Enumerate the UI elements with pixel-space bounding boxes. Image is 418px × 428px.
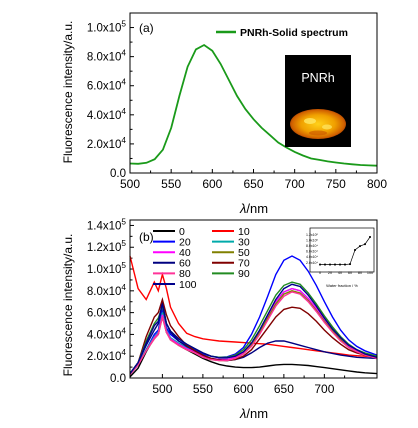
panel-b-y-tick-label: 1.2x105 — [87, 239, 127, 254]
panel-a-y-tick-label: 6.0x104 — [87, 78, 127, 93]
panel-b-ylabel: Fluorescence intensity/a.u. — [61, 234, 75, 377]
panel-a-xlabel-unit: /nm — [246, 201, 268, 216]
panel-b-legend-label: 30 — [238, 236, 250, 248]
panel-a-legend-label: PNRh-Solid spectrum — [240, 27, 348, 39]
inset-y-tick-label: 2.0x10⁴ — [306, 261, 319, 265]
inset-point — [324, 263, 326, 266]
panel-b-series-line-70 — [129, 296, 378, 375]
panel-a: Fluorescence intensity/a.u. 0.0 2.0x104 4.… — [61, 12, 387, 216]
panel-a-y-tick-label: 8.0x104 — [87, 49, 127, 64]
panel-b-xlabel: λ/nm — [239, 406, 268, 421]
panel-b-legend: 0 10 20 30 40 50 60 70 80 90 100 — [153, 226, 250, 291]
panel-a-x-tick-label: 800 — [367, 177, 387, 191]
inset-point — [354, 249, 356, 251]
panel-a-xlabel-symbol: λ — [239, 201, 246, 216]
panel-b-x-tick-label: 550 — [193, 382, 213, 396]
panel-a-x-tick-labels: 500 550 600 650 700 750 800 — [120, 177, 387, 191]
panel-b-y-tick-label: 8.0x104 — [87, 283, 127, 298]
inset-point — [359, 245, 361, 248]
panel-b-series-lines — [129, 255, 378, 378]
panel-b-legend-label: 0 — [179, 226, 185, 238]
panel-a-x-tick-label: 750 — [326, 177, 346, 191]
panel-a-x-tick-label: 650 — [243, 177, 263, 191]
panel-b-y-tick-label: 0.0 — [110, 373, 126, 385]
panel-b-legend-label: 20 — [179, 236, 191, 248]
panel-b-legend-label: 10 — [238, 226, 250, 238]
inset-xlabel: Water fraction / % — [326, 283, 358, 288]
panel-a-xlabel: λ/nm — [239, 201, 268, 216]
inset-point — [339, 263, 341, 266]
inset-y-tick-label: 8.0x10⁴ — [306, 244, 319, 248]
panel-a-sample-photo: PNRh — [285, 55, 351, 147]
panel-b-series-line-0 — [129, 312, 378, 378]
panel-a-y-tick-label: 0.0 — [110, 168, 126, 180]
panel-b: Fluorescence intensity/a.u. 0.0 2.0x104 4.… — [61, 217, 378, 421]
panel-b-legend-label: 70 — [238, 258, 250, 270]
panel-b-series-line-80 — [129, 291, 378, 376]
panel-b-x-tick-label: 600 — [233, 382, 253, 396]
inset-point — [344, 263, 346, 266]
inset-x-tick-label: 20 — [328, 271, 332, 275]
inset-x-tick-label: 40 — [338, 271, 342, 275]
inset-x-tick-labels: 0 20 40 60 80 100 — [319, 271, 373, 275]
panel-b-legend-label: 100 — [179, 279, 197, 291]
inset-point — [364, 243, 366, 246]
panel-b-x-tick-label: 500 — [152, 382, 172, 396]
panel-b-legend-label: 60 — [179, 258, 191, 270]
panel-a-plot-frame — [129, 12, 378, 174]
inset-point — [349, 263, 351, 266]
panel-a-series-line — [129, 43, 378, 167]
panel-b-plot-frame — [129, 219, 378, 379]
panel-b-legend-label: 50 — [238, 247, 250, 259]
panel-a-y-tick-labels: 0.0 2.0x104 4.0x104 6.0x104 8.0x104 1.0x105 — [87, 20, 127, 180]
inset-x-tick-label: 60 — [348, 271, 352, 275]
panel-b-y-tick-labels: 0.0 2.0x104 4.0x104 6.0x104 8.0x104 1.0x105 1.… — [87, 217, 127, 385]
panel-b-x-tick-label: 700 — [314, 382, 334, 396]
panel-b-y-tick-label: 1.4x105 — [87, 217, 127, 232]
panel-b-legend-label: 90 — [238, 268, 250, 280]
inset-y-tick-label: 1.0x10⁵ — [306, 239, 319, 243]
panel-b-y-tick-label: 6.0x104 — [87, 305, 127, 320]
panel-b-x-tick-labels: 500 550 600 650 700 — [152, 382, 334, 396]
panel-a-label: (a) — [139, 21, 154, 35]
inset-point — [319, 263, 321, 266]
panel-b-y-tick-label: 1.0x105 — [87, 261, 127, 276]
panel-b-xlabel-symbol: λ — [239, 406, 246, 421]
panel-b-y-tick-label: 4.0x104 — [87, 326, 127, 341]
inset-x-tick-label: 100 — [367, 271, 373, 275]
panel-a-y-tick-label: 2.0x104 — [87, 136, 127, 151]
panel-b-legend-label: 40 — [179, 247, 191, 259]
inset-x-tick-label: 0 — [319, 271, 321, 275]
panel-b-legend-label: 80 — [179, 268, 191, 280]
inset-point — [334, 263, 336, 266]
inset-point — [369, 236, 371, 238]
panel-b-x-tick-label: 650 — [274, 382, 294, 396]
inset-points — [319, 236, 371, 266]
panel-a-y-tick-label: 1.0x105 — [87, 20, 127, 35]
panel-b-label: (b) — [139, 230, 154, 244]
sample-photo-label: PNRh — [301, 71, 334, 85]
inset-point — [329, 263, 331, 266]
panel-b-y-tick-label: 2.0x104 — [87, 348, 127, 363]
panel-a-y-tick-label: 4.0x104 — [87, 107, 127, 122]
inset-y-tick-label: 6.0x10⁴ — [306, 250, 319, 254]
inset-x-tick-label: 80 — [358, 271, 362, 275]
panel-b-series-line-100 — [129, 283, 378, 375]
inset-y-tick-label: 1.2x10⁵ — [306, 233, 319, 237]
inset-y-tick-label: 4.0x10⁴ — [306, 255, 319, 259]
panel-a-x-tick-label: 600 — [202, 177, 222, 191]
panel-a-ylabel: Fluorescence intensity/a.u. — [61, 21, 75, 164]
panel-b-xlabel-unit: /nm — [246, 406, 268, 421]
panel-a-x-tick-label: 700 — [285, 177, 305, 191]
panel-a-x-tick-label: 500 — [120, 177, 140, 191]
panel-a-x-tick-label: 550 — [161, 177, 181, 191]
